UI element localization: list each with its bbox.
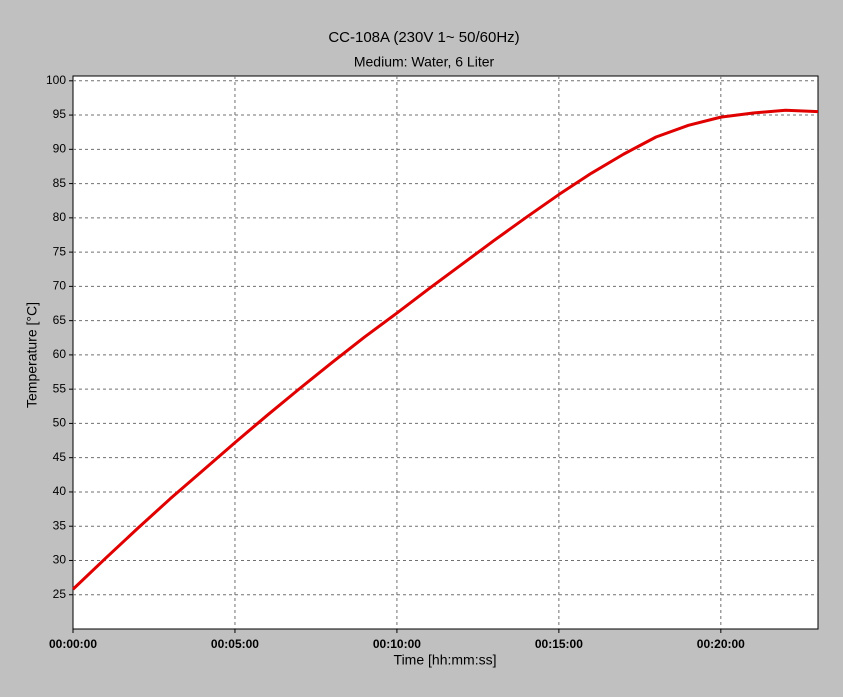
y-tick-label: 35 <box>53 518 67 532</box>
x-tick-label: 00:20:00 <box>697 637 745 651</box>
y-tick-label: 25 <box>53 587 67 601</box>
y-tick-label: 65 <box>53 313 67 327</box>
y-tick-label: 30 <box>53 553 67 567</box>
y-tick-label: 100 <box>46 73 66 87</box>
y-tick-label: 75 <box>53 244 67 258</box>
y-tick-label: 90 <box>53 141 67 155</box>
y-tick-label: 95 <box>53 107 67 121</box>
y-tick-label: 40 <box>53 484 67 498</box>
chart-subtitle: Medium: Water, 6 Liter <box>354 54 495 70</box>
data-line <box>71 108 819 591</box>
chart-title: CC-108A (230V 1~ 50/60Hz) <box>328 29 519 46</box>
y-axis-title: Temperature [°C] <box>24 302 40 408</box>
x-tick-label: 00:10:00 <box>373 637 421 651</box>
y-tick-label: 80 <box>53 210 67 224</box>
x-axis-title: Time [hh:mm:ss] <box>394 652 497 668</box>
y-tick-label: 45 <box>53 450 67 464</box>
y-tick-label: 60 <box>53 347 67 361</box>
y-tick-label: 85 <box>53 176 67 190</box>
plot-area <box>72 75 819 630</box>
x-tick-label: 00:15:00 <box>535 637 583 651</box>
x-tick-label: 00:00:00 <box>49 637 97 651</box>
x-tick-label: 00:05:00 <box>211 637 259 651</box>
y-tick-label: 70 <box>53 279 67 293</box>
y-tick-label: 55 <box>53 381 67 395</box>
y-tick-label: 50 <box>53 416 67 430</box>
